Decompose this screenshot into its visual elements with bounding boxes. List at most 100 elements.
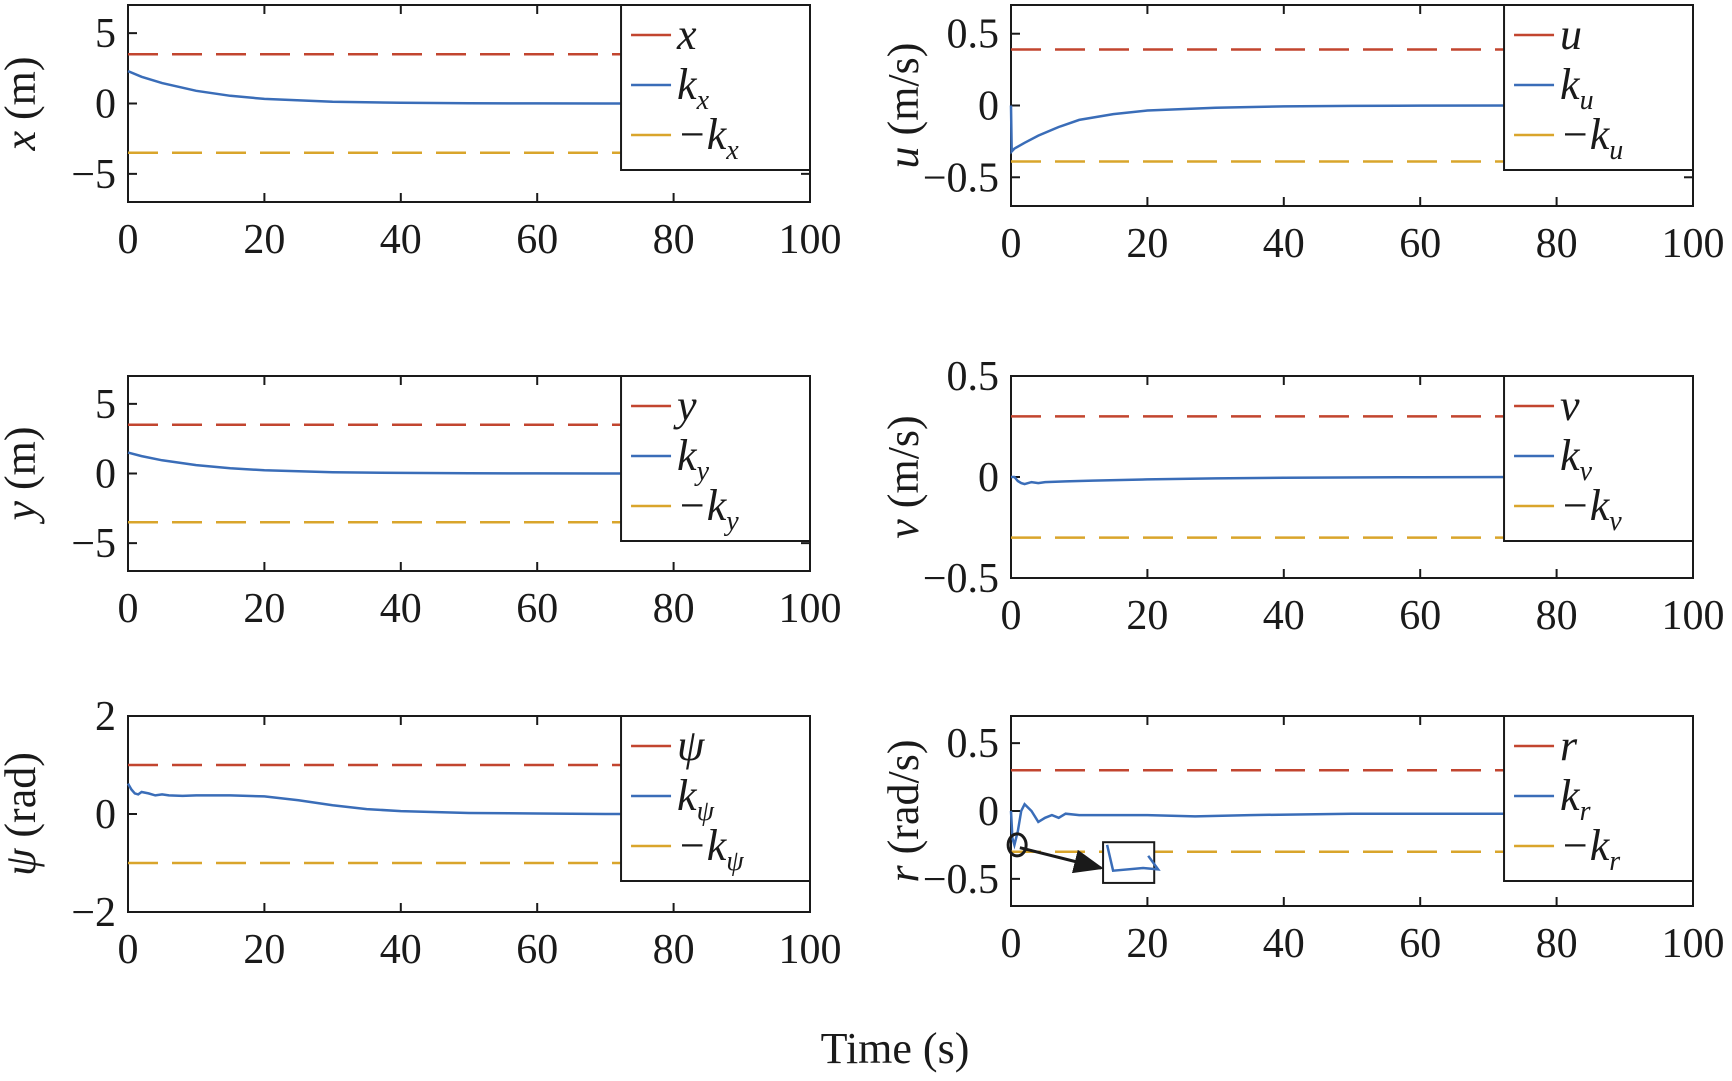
y-axis-label: x (m)	[0, 56, 45, 151]
legend-entry: ψ	[677, 721, 705, 770]
legend-entry: kv	[1560, 431, 1593, 487]
y-axis-label: ψ (rad)	[0, 752, 45, 876]
legend-entry: r	[1560, 721, 1578, 770]
y-tick-label: 0	[978, 789, 999, 835]
x-tick-label: 80	[1536, 921, 1578, 967]
legend-entry: x	[676, 10, 697, 59]
y-tick-label: 5	[95, 11, 116, 57]
y-tick-label: 0	[95, 82, 116, 128]
x-tick-label: 40	[1263, 921, 1305, 967]
legend-entry: −kψ	[677, 821, 744, 877]
x-tick-label: 40	[380, 586, 422, 632]
x-tick-label: 20	[243, 217, 285, 263]
series-curve	[1009, 802, 1557, 850]
legend-entry: −ku	[1560, 110, 1623, 166]
y-tick-label: 0	[95, 452, 116, 498]
y-tick-label: −5	[71, 521, 116, 567]
y-axis-label: u (m/s)	[879, 43, 928, 169]
legend-entry: kr	[1560, 771, 1591, 827]
legend-box	[620, 375, 811, 542]
x-tick-label: 100	[1662, 593, 1725, 639]
legend-entry: kx	[677, 60, 710, 116]
y-tick-label: 2	[95, 694, 116, 740]
x-tick-label: 40	[1263, 221, 1305, 267]
x-tick-label: 60	[516, 217, 558, 263]
x-tick-label: 100	[1662, 921, 1725, 967]
y-axis-label: y (m)	[0, 426, 45, 524]
x-tick-label: 0	[118, 927, 139, 973]
y-tick-label: 0	[978, 455, 999, 501]
y-tick-label: 5	[95, 382, 116, 428]
legend-box	[1503, 375, 1695, 542]
zoom-inset-curve	[1105, 844, 1161, 873]
y-tick-label: 0	[978, 84, 999, 130]
x-tick-label: 20	[1126, 593, 1168, 639]
legend-entry: v	[1560, 381, 1580, 430]
x-tick-label: 20	[1126, 921, 1168, 967]
legend-entry: u	[1560, 10, 1582, 59]
y-tick-label: −0.5	[923, 857, 999, 903]
x-tick-label: 20	[243, 586, 285, 632]
x-tick-label: 80	[1536, 221, 1578, 267]
y-tick-label: −5	[71, 152, 116, 198]
x-tick-label: 100	[779, 586, 842, 632]
series-curve	[1009, 104, 1557, 155]
x-tick-label: 80	[1536, 593, 1578, 639]
x-tick-label: 40	[380, 927, 422, 973]
y-tick-label: −2	[71, 890, 116, 936]
x-tick-label: 60	[1399, 221, 1441, 267]
x-tick-label: 40	[380, 217, 422, 263]
x-tick-label: 0	[1001, 593, 1022, 639]
legend-entry: kψ	[677, 771, 715, 827]
x-tick-label: 80	[653, 927, 695, 973]
x-tick-label: 60	[516, 586, 558, 632]
legend-entry: −kv	[1560, 481, 1622, 537]
legend-entry: ku	[1560, 60, 1594, 116]
x-tick-label: 0	[118, 217, 139, 263]
series-curve	[127, 451, 674, 475]
legend-entry: −kr	[1560, 821, 1620, 877]
x-tick-label: 80	[653, 586, 695, 632]
y-tick-label: 0.5	[947, 721, 1000, 767]
zoom-circle	[1006, 832, 1028, 858]
legend-box	[1503, 715, 1695, 882]
legend-entry: y	[673, 381, 697, 430]
legend-entry: −ky	[677, 481, 739, 537]
y-axis-label: v (m/s)	[879, 415, 928, 538]
x-tick-label: 20	[1126, 221, 1168, 267]
y-tick-label: 0.5	[947, 12, 1000, 58]
x-tick-label: 0	[1001, 221, 1022, 267]
x-tick-label: 40	[1263, 593, 1305, 639]
x-tick-label: 0	[118, 586, 139, 632]
x-tick-label: 60	[1399, 593, 1441, 639]
y-tick-label: −0.5	[923, 155, 999, 201]
y-axis-label: r (rad/s)	[879, 740, 928, 883]
legend-box	[620, 715, 811, 882]
x-tick-label: 100	[779, 927, 842, 973]
series-curve	[1011, 475, 1557, 486]
x-tick-label: 0	[1001, 921, 1022, 967]
y-tick-label: 0	[95, 792, 116, 838]
x-tick-label: 80	[653, 217, 695, 263]
x-tick-label: 20	[243, 927, 285, 973]
x-tick-label: 100	[779, 217, 842, 263]
series-curve	[127, 69, 674, 105]
x-tick-label: 100	[1662, 221, 1725, 267]
x-tick-label: 60	[1399, 921, 1441, 967]
figure-xlabel: Time (s)	[821, 1024, 970, 1073]
series-curve	[126, 782, 674, 816]
y-tick-label: 0.5	[947, 354, 1000, 400]
x-tick-label: 60	[516, 927, 558, 973]
y-tick-label: −0.5	[923, 556, 999, 602]
legend-box	[1503, 4, 1695, 171]
legend-entry: ky	[677, 431, 710, 487]
legend-box	[620, 4, 811, 171]
zoom-arrow	[1019, 846, 1104, 874]
